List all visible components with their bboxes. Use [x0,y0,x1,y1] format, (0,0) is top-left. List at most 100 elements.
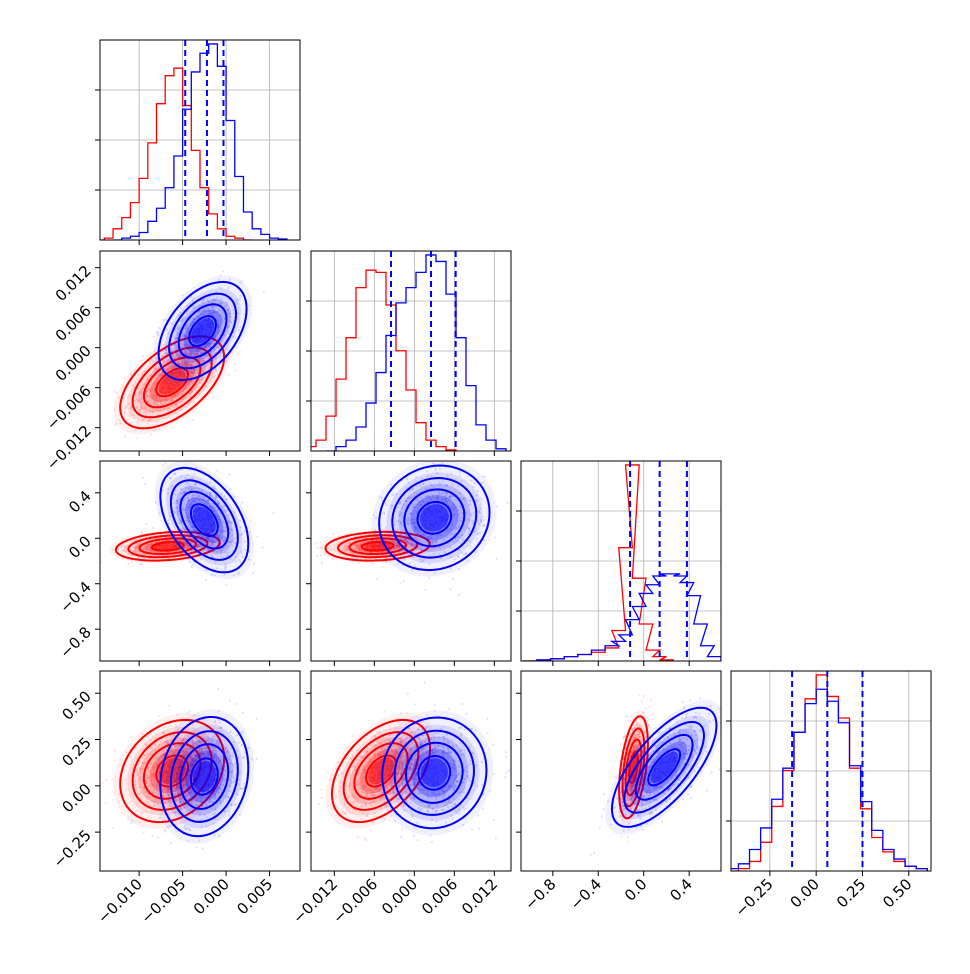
red-sample-point [192,419,194,421]
blue-sample-point [144,483,146,485]
blue-sample-point [217,688,219,690]
red-sample-point [130,736,132,738]
blue-sample-point [428,577,430,579]
red-sample-point [114,423,116,425]
red-sample-point [121,537,123,539]
red-sample-point [371,563,373,565]
blue-sample-point [175,549,177,551]
blue-sample-point [217,373,219,375]
red-sample-point [152,835,154,837]
red-sample-point [358,562,360,564]
blue-sample-point [153,336,155,338]
red-sample-point [80,418,82,420]
blue-sample-point [142,477,144,479]
red-sample-point [234,363,236,365]
blue-sample-point [496,558,498,560]
red-sample-point [237,352,239,354]
red-sample-point [111,778,113,780]
blue-sample-point [168,387,170,389]
blue-sample-point [229,473,231,475]
y-tick-label: 0.0 [65,532,95,562]
blue-sample-point [256,535,258,537]
blue-sample-point [430,456,432,458]
blue-sample-point [219,371,221,373]
blue-sample-point [144,787,146,789]
red-sample-point [124,436,126,438]
red-sample-point [140,563,142,565]
red-sample-point [234,369,236,371]
blue-sample-point [228,374,230,376]
red-sample-point [171,427,173,429]
blue-sample-point [252,572,254,574]
y-tick-label: 0.000 [52,342,95,385]
blue-sample-point [216,469,218,471]
x-tick-label: 0.50 [879,875,915,911]
blue-sample-point [494,537,496,539]
blue-sample-point [171,387,173,389]
blue-sample-point [458,594,460,596]
blue-sample-point [347,558,349,560]
red-sample-point [320,554,322,556]
blue-sample-point [425,589,427,591]
red-sample-point [316,542,318,544]
red-sample-point [212,396,214,398]
red-sample-point [124,377,126,379]
blue-sample-point [162,464,164,466]
red-sample-point [239,351,241,353]
red-sample-point [158,715,160,717]
blue-sample-point [426,457,428,459]
red-sample-point [168,705,170,707]
y-tick-label: 0.4 [65,487,95,517]
red-sample-point [320,540,322,542]
red-sample-point [112,799,114,801]
red-sample-point [102,782,104,784]
red-sample-point [111,791,113,793]
blue-sample-point [150,358,152,360]
blue-sample-point [229,700,231,702]
red-sample-point [105,802,107,804]
blue-sample-point [399,582,401,584]
blue-sample-point [164,462,166,464]
red-sample-point [105,779,107,781]
blue-sample-point [402,580,404,582]
blue-sample-point [173,454,175,456]
red-sample-point [142,832,144,834]
red-sample-point [189,710,191,712]
blue-sample-point [376,578,378,580]
blue-sample-point [241,501,243,503]
x-tick-label: 0.00 [787,875,823,911]
red-sample-point [127,563,129,565]
blue-sample-point [140,401,142,403]
red-sample-point [114,750,116,752]
x-tick-label: −0.25 [731,875,776,920]
red-sample-point [301,554,303,556]
red-sample-point [160,451,162,453]
y-tick-label: 0.006 [52,302,95,345]
blue-sample-point [163,395,165,397]
red-sample-point [150,434,152,436]
red-sample-point [112,827,114,829]
red-sample-point [356,527,358,529]
red-sample-point [115,391,117,393]
red-sample-point [113,391,115,393]
red-sample-point [316,555,318,557]
red-sample-point [316,547,318,549]
blue-sample-point [261,546,263,548]
blue-sample-point [142,355,144,357]
blue-sample-point [452,578,454,580]
blue-sample-point [145,523,147,525]
y-tick-label: −0.006 [43,382,95,434]
blue-sample-point [162,387,164,389]
blue-sample-point [225,583,227,585]
y-tick-label: −0.4 [56,578,94,616]
blue-sample-point [156,733,158,735]
blue-sample-point [149,362,151,364]
y-tick-label: −0.8 [56,623,94,661]
red-sample-point [381,566,383,568]
blue-sample-point [367,541,369,543]
blue-sample-point [370,551,372,553]
red-sample-point [332,533,334,535]
blue-sample-point [253,563,255,565]
